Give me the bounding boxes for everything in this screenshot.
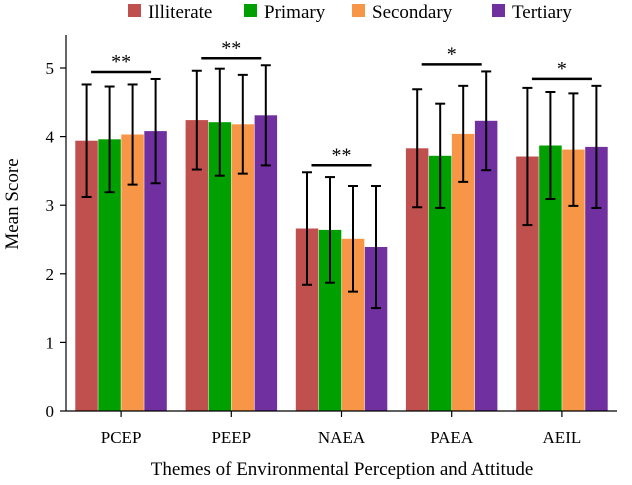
bar-tertiary-naea xyxy=(364,247,388,411)
y-axis-title: Mean Score xyxy=(2,158,23,249)
x-tick-label-aeil: AEIL xyxy=(543,428,582,447)
bar-illiterate-peep xyxy=(185,120,209,411)
bar-illiterate-naea xyxy=(295,228,319,411)
x-tick-label-peep: PEEP xyxy=(211,428,251,447)
y-tick-label: 0 xyxy=(46,402,55,421)
significance-marker-aeil: * xyxy=(557,58,567,80)
bar-secondary-aeil xyxy=(562,149,585,411)
bar-illiterate-aeil xyxy=(516,156,539,411)
bar-primary-naea xyxy=(318,229,342,411)
bar-illiterate-paea xyxy=(405,148,429,412)
bar-primary-pcep xyxy=(98,139,121,412)
bars xyxy=(75,115,608,412)
bar-secondary-pcep xyxy=(121,134,144,411)
significance-marker-naea: ** xyxy=(332,144,352,166)
y-tick-label: 3 xyxy=(46,196,55,215)
y-tick-label: 2 xyxy=(46,265,55,284)
bar-primary-paea xyxy=(428,155,452,411)
bar-primary-peep xyxy=(208,122,232,411)
x-tick-label-pcep: PCEP xyxy=(101,428,142,447)
y-tick-label: 5 xyxy=(46,59,55,78)
y-tick-label: 4 xyxy=(46,128,55,147)
legend-label-primary: Primary xyxy=(264,2,326,23)
bar-tertiary-paea xyxy=(474,120,498,412)
bar-secondary-naea xyxy=(341,238,365,411)
legend: Illiterate Primary Secondary Tertiary xyxy=(128,2,572,23)
legend-swatch-secondary xyxy=(352,4,365,17)
bar-primary-aeil xyxy=(539,145,562,411)
legend-swatch-illiterate xyxy=(128,4,141,17)
bar-illiterate-pcep xyxy=(75,140,98,411)
legend-label-illiterate: Illiterate xyxy=(148,2,212,23)
significance-marker-paea: * xyxy=(447,43,457,65)
legend-swatch-tertiary xyxy=(492,4,505,17)
legend-swatch-primary xyxy=(244,4,257,17)
axes: PCEP PEEP NAEA PAEA AEIL 0 1 2 3 4 5 xyxy=(46,35,617,447)
bar-secondary-paea xyxy=(451,133,475,411)
legend-label-secondary: Secondary xyxy=(372,2,453,23)
x-axis-title: Themes of Environmental Perception and A… xyxy=(151,459,534,480)
x-tick-label-naea: NAEA xyxy=(318,428,366,447)
bar-tertiary-pcep xyxy=(144,131,167,411)
significance-marker-peep: ** xyxy=(221,37,241,59)
significance-marker-pcep: ** xyxy=(111,51,131,73)
bar-tertiary-peep xyxy=(254,115,278,412)
y-tick-label: 1 xyxy=(46,333,55,352)
bar-tertiary-aeil xyxy=(585,146,608,411)
significance-annotations: ******** xyxy=(91,37,592,167)
legend-label-tertiary: Tertiary xyxy=(512,2,572,23)
bar-secondary-peep xyxy=(231,124,255,412)
x-tick-label-paea: PAEA xyxy=(430,428,474,447)
error-bars xyxy=(81,64,602,310)
